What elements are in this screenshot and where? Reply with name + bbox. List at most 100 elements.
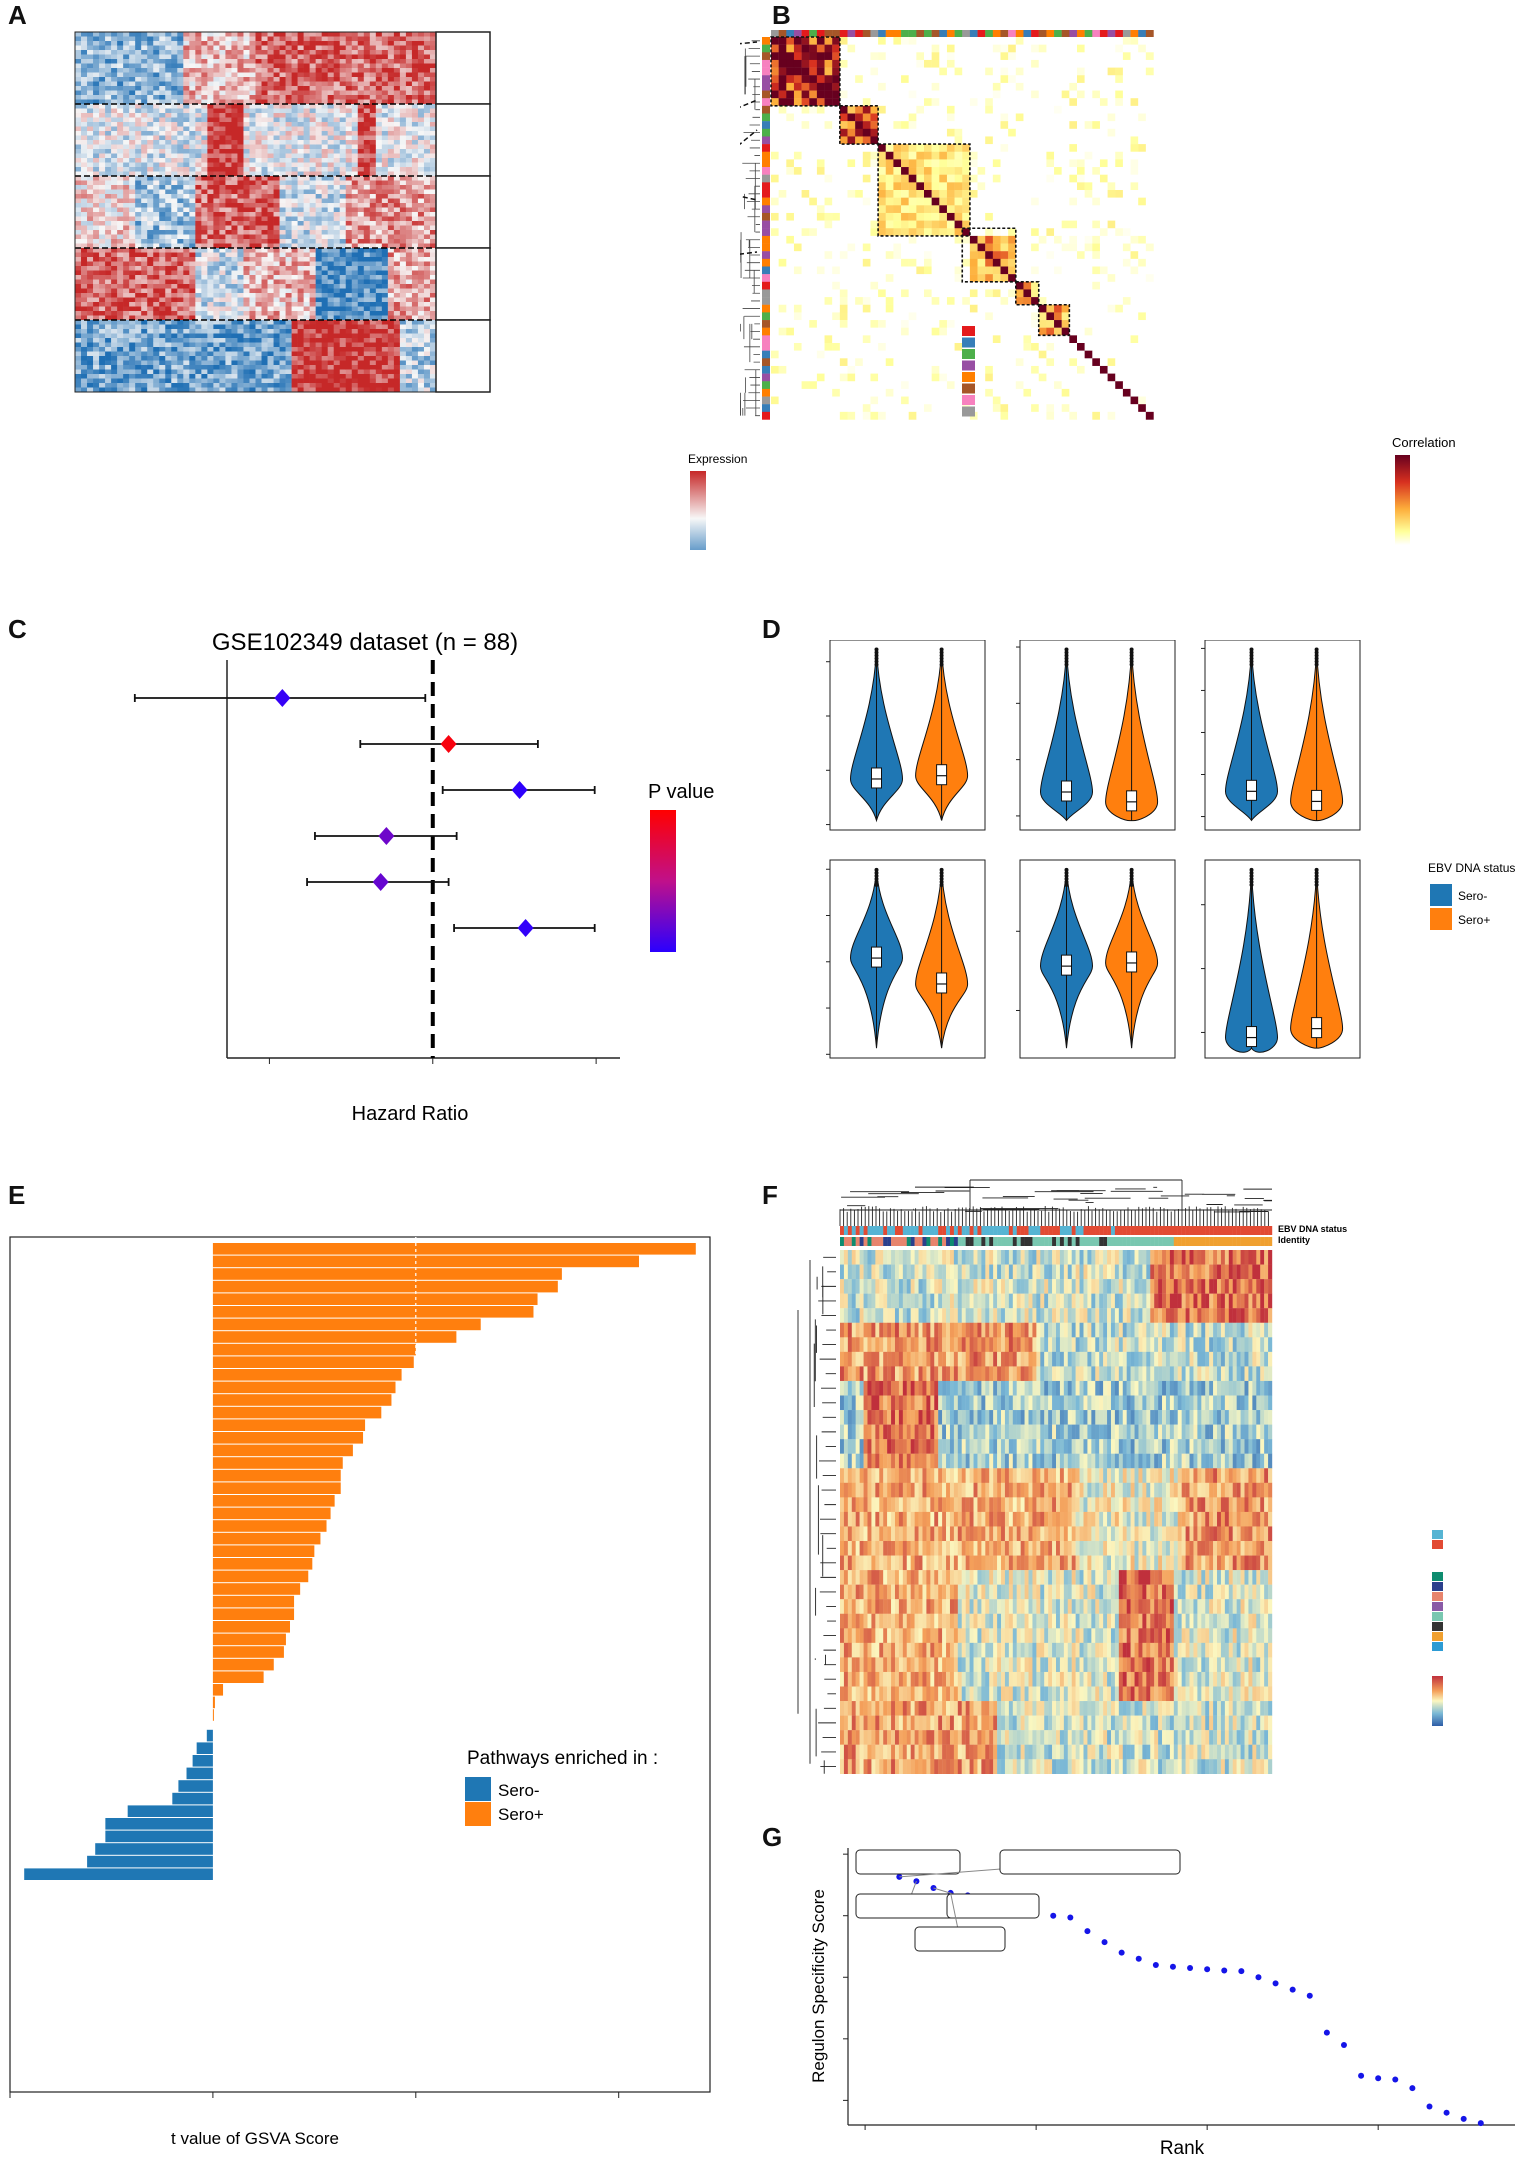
heatmap-cell (327, 81, 335, 87)
heatmap-cell (225, 378, 232, 384)
heatmap-cell (339, 95, 347, 100)
heatmap-cell (231, 72, 238, 78)
heatmap-cell (405, 81, 413, 87)
heatmap-cell (135, 279, 142, 285)
heatmap-cell (87, 81, 94, 87)
heatmap-cell (345, 356, 353, 361)
heatmap-cell (165, 261, 172, 267)
heatmap-cell (417, 369, 425, 375)
heatmap-cell (333, 153, 341, 159)
heatmap-cell (393, 356, 401, 361)
heatmap-cell (297, 180, 304, 186)
heatmap-cell (291, 36, 298, 42)
heatmap-cell (381, 266, 389, 271)
heatmap-cell (237, 180, 244, 186)
heatmap-cell (375, 230, 383, 235)
heatmap-cell (309, 275, 316, 280)
heatmap-cell (153, 306, 160, 312)
heatmap-cell (135, 72, 142, 78)
heatmap-cell (399, 104, 407, 109)
heatmap-cell (111, 306, 118, 312)
heatmap-cell (201, 293, 208, 298)
heatmap-cell (189, 239, 196, 244)
heatmap-cell (213, 252, 220, 258)
heatmap-cell (189, 72, 196, 78)
heatmap-cell (327, 270, 335, 276)
heatmap-cell (321, 365, 328, 370)
heatmap-cell (411, 257, 419, 262)
heatmap-cell (111, 342, 118, 348)
heatmap-cell (135, 347, 142, 352)
heatmap-cell (309, 311, 316, 316)
heatmap-cell (201, 347, 208, 352)
heatmap-cell (429, 90, 437, 96)
heatmap-cell (315, 311, 322, 316)
heatmap-cell (93, 36, 100, 42)
heatmap-cell (351, 171, 359, 177)
heatmap-cell (261, 180, 268, 186)
heatmap-cell (393, 149, 401, 154)
heatmap-cell (117, 194, 124, 199)
heatmap-cell (111, 311, 118, 316)
heatmap-cell (369, 180, 377, 186)
heatmap-cell (165, 243, 172, 249)
heatmap-cell (261, 86, 268, 91)
heatmap-cell (141, 293, 148, 298)
heatmap-cell (75, 297, 82, 303)
heatmap-cell (267, 338, 274, 343)
heatmap-cell (171, 230, 178, 235)
heatmap-cell (279, 311, 286, 316)
heatmap-cell (177, 135, 184, 141)
heatmap-cell (231, 32, 238, 37)
heatmap-cell (207, 387, 214, 393)
heatmap-cell (237, 185, 244, 190)
heatmap-cell (111, 122, 118, 127)
heatmap-cell (393, 378, 401, 384)
sample-top-cell (954, 30, 963, 37)
heatmap-cell (267, 162, 274, 168)
heatmap-cell (171, 59, 178, 64)
heatmap-cell (429, 140, 437, 145)
heatmap-cell (261, 275, 268, 280)
heatmap-cell (177, 122, 184, 127)
heatmap-cell (429, 243, 437, 249)
heatmap-cell (297, 311, 304, 316)
heatmap-cell (207, 266, 214, 271)
heatmap-cell (303, 198, 310, 204)
heatmap-cell (219, 180, 226, 186)
heatmap-cell (363, 104, 371, 109)
heatmap-cell (201, 131, 208, 136)
heatmap-cell (183, 32, 190, 37)
heatmap-cell (381, 329, 389, 334)
heatmap-cell (75, 387, 82, 393)
heatmap-cell (273, 99, 280, 105)
heatmap-cell (99, 144, 106, 150)
heatmap-cell (315, 149, 322, 154)
heatmap-cell (171, 171, 178, 177)
heatmap-cell (219, 284, 226, 289)
heatmap-cell (327, 216, 335, 222)
heatmap-cell (105, 194, 112, 199)
heatmap-cell (189, 180, 196, 186)
heatmap-cell (111, 234, 118, 240)
heatmap-cell (303, 378, 310, 384)
heatmap-cell (129, 68, 136, 73)
heatmap-cell (237, 356, 244, 361)
heatmap-cell (177, 140, 184, 145)
heatmap-cell (249, 162, 256, 168)
heatmap-cell (339, 54, 347, 60)
heatmap-cell (81, 333, 88, 339)
heatmap-cell (315, 324, 322, 330)
heatmap-cell (393, 162, 401, 168)
heatmap-cell (363, 347, 371, 352)
heatmap-cell (189, 198, 196, 204)
heatmap-cell (135, 63, 142, 69)
heatmap-cell (207, 230, 214, 235)
heatmap-cell (99, 117, 106, 123)
heatmap-cell (189, 320, 196, 325)
heatmap-cell (123, 315, 130, 321)
heatmap-cell (147, 369, 154, 375)
heatmap-cell (375, 311, 383, 316)
heatmap-cell (417, 230, 425, 235)
heatmap-cell (171, 54, 178, 60)
